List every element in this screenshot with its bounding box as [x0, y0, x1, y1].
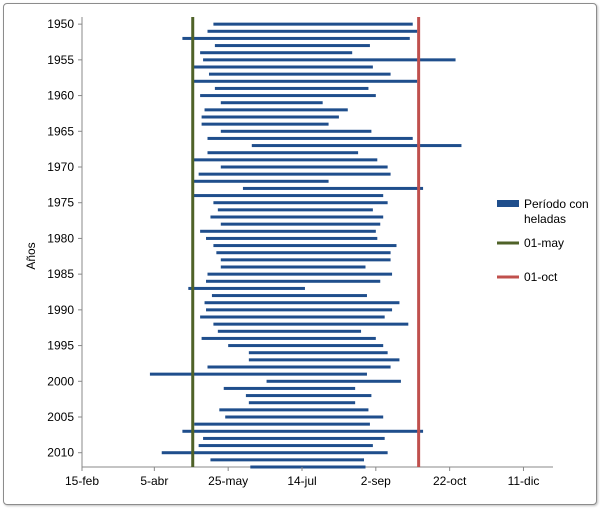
frost-bar [248, 358, 400, 362]
frost-bar [206, 279, 381, 283]
frost-bar [248, 401, 356, 405]
frost-bar [200, 229, 376, 233]
legend-swatch-bars [497, 200, 519, 207]
y-tick-label: 2005 [47, 410, 74, 424]
frost-bar [220, 165, 388, 169]
frost-bar [220, 258, 391, 262]
frost-bar [201, 336, 376, 340]
legend-label: heladas [524, 212, 566, 226]
frost-bar [245, 394, 372, 398]
legend-entry-oct_line: 01-oct [497, 270, 558, 284]
frost-bar [206, 308, 393, 312]
frost-bar [182, 36, 410, 40]
frost-bar [188, 286, 305, 290]
x-tick-label: 22-oct [433, 474, 467, 488]
legend-label: Período con [524, 197, 589, 211]
frost-bar [242, 186, 424, 190]
x-tick-label: 25-may [208, 474, 248, 488]
frost-bar [203, 436, 385, 440]
frost-bar [204, 108, 348, 112]
chart-frame: 1950 1955 1960 1965 1970 1975 1980 1985 1990 1995… [3, 3, 597, 505]
chart-svg: 1950 1955 1960 1965 1970 1975 1980 1985 1990 1995… [24, 17, 589, 488]
frost-bar [213, 201, 388, 205]
frost-bar [198, 172, 391, 176]
frost-bar [207, 151, 359, 155]
frost-bar [214, 86, 369, 90]
frost-bar [220, 101, 323, 105]
frost-bar [220, 265, 366, 269]
bars-group [149, 22, 462, 469]
frost-bar [200, 94, 376, 98]
frost-bar [266, 379, 401, 383]
frost-bar [220, 222, 381, 226]
y-tick-label: 1950 [47, 17, 74, 31]
frost-bar [213, 22, 413, 26]
frost-bar [208, 72, 391, 76]
y-tick-label: 2000 [47, 374, 74, 388]
frost-bar [206, 236, 378, 240]
frost-bar [207, 272, 393, 276]
y-tick-label: 1990 [47, 303, 74, 317]
frost-bar [161, 451, 388, 455]
frost-bar [250, 465, 366, 469]
frost-bar [182, 429, 424, 433]
frost-bar [213, 244, 397, 248]
y-tick-label: 1970 [47, 160, 74, 174]
frost-bar [210, 458, 365, 462]
y-tick-label: 2010 [47, 446, 74, 460]
plot-area: 1950 1955 1960 1965 1970 1975 1980 1985 1990 1995… [47, 17, 553, 488]
frost-bar [192, 158, 378, 162]
frost-bar [192, 194, 384, 198]
frost-bar [203, 58, 456, 62]
frost-bar [192, 79, 418, 83]
x-tick-label: 14-jul [287, 474, 316, 488]
legend-label: 01-oct [524, 270, 558, 284]
frost-bar [198, 444, 373, 448]
y-tick-label: 1955 [47, 53, 74, 67]
frost-bar [225, 415, 384, 419]
y-tick-label: 1965 [47, 124, 74, 138]
frost-bar [210, 215, 384, 219]
frost-bar [211, 294, 367, 298]
y-tick-label: 1960 [47, 89, 74, 103]
frost-bar [200, 51, 353, 55]
frost-bar [149, 372, 367, 376]
x-tick-label: 2-sep [361, 474, 391, 488]
x-tick-label: 5-abr [140, 474, 168, 488]
frost-bar [192, 65, 373, 69]
legend-entry-may_line: 01-may [497, 236, 564, 250]
frost-bar [207, 29, 418, 33]
frost-bar [217, 208, 373, 212]
frost-bar [228, 344, 384, 348]
frost-bar [194, 422, 370, 426]
y-axis-label: Años [24, 242, 38, 269]
frost-bar [201, 115, 339, 119]
frost-bar [204, 301, 400, 305]
y-tick-label: 1985 [47, 267, 74, 281]
y-tick-label: 1980 [47, 231, 74, 245]
frost-bar [220, 129, 372, 133]
y-tick-label: 1975 [47, 196, 74, 210]
frost-bar [223, 386, 356, 390]
frost-bar [216, 251, 391, 255]
frost-bar [207, 365, 391, 369]
x-tick-label: 15-feb [65, 474, 99, 488]
frost-bar [219, 408, 369, 412]
frost-bar [201, 122, 329, 126]
frost-bar [213, 322, 409, 326]
x-tick-label: 11-dic [508, 474, 540, 488]
legend-label: 01-may [524, 236, 564, 250]
y-tick-label: 1995 [47, 339, 74, 353]
frost-bar [251, 144, 462, 148]
frost-bar [248, 351, 388, 355]
frost-bar [207, 136, 413, 140]
frost-bar [214, 44, 370, 48]
frost-bar [200, 315, 385, 319]
frost-bar [192, 179, 329, 183]
frost-bar [217, 329, 362, 333]
